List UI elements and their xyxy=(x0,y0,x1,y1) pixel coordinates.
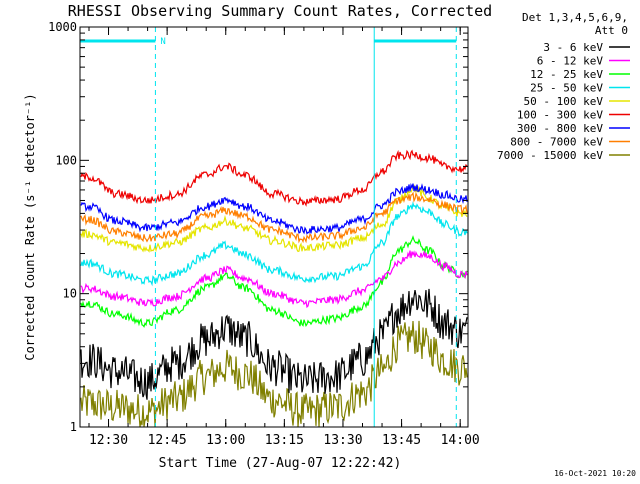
timestamp: 16-Oct-2021 10:20 xyxy=(554,469,636,478)
legend-label: 25 - 50 keV xyxy=(530,82,603,95)
flag-group: N xyxy=(80,27,457,427)
x-tick-label: 12:45 xyxy=(148,433,187,448)
legend-label: 100 - 300 keV xyxy=(517,109,603,122)
y-axis-label: Corrected Count Rate (s⁻¹ detector⁻¹) xyxy=(23,93,37,360)
y-tick-label: 1 xyxy=(70,420,77,434)
series-line-6to12keV xyxy=(80,249,468,309)
y-tick-label: 100 xyxy=(55,153,77,167)
legend-label: 50 - 100 keV xyxy=(524,95,604,108)
chart-title: RHESSI Observing Summary Count Rates, Co… xyxy=(68,2,492,20)
legend-header-line1: Det 1,3,4,5,6,9, xyxy=(522,11,628,24)
x-axis-label: Start Time (27-Aug-07 12:22:42) xyxy=(159,456,402,471)
legend-label: 800 - 7000 keV xyxy=(510,136,603,149)
x-tick-label: 12:30 xyxy=(89,433,128,448)
legend-label: 12 - 25 keV xyxy=(530,68,603,81)
legend-label: 7000 - 15000 keV xyxy=(497,149,603,162)
plot-frame xyxy=(79,26,469,428)
series-line-800to7000keV xyxy=(80,191,468,244)
legend-label: 300 - 800 keV xyxy=(517,122,603,135)
series-line-3to6keV xyxy=(80,288,468,400)
legend-label: 6 - 12 keV xyxy=(537,55,604,68)
flag-label: N xyxy=(160,37,165,47)
y-tick-label: 1000 xyxy=(48,20,77,34)
x-tick-label: 13:00 xyxy=(206,433,245,448)
x-tick-label: 13:30 xyxy=(323,433,362,448)
legend-label: 3 - 6 keV xyxy=(543,41,603,54)
series-line-100to300keV xyxy=(80,149,468,207)
x-tick-label: 13:15 xyxy=(265,433,304,448)
legend-header-line2: Att 0 xyxy=(595,24,628,37)
series-line-12to25keV xyxy=(80,235,468,328)
x-tick-label: 14:00 xyxy=(441,433,480,448)
series-line-25to50keV xyxy=(80,201,468,287)
series-group xyxy=(80,149,468,428)
series-line-7000to15000keV xyxy=(80,320,468,428)
series-line-300to800keV xyxy=(80,182,468,235)
y-tick-label: 10 xyxy=(63,287,77,301)
x-tick-label: 13:45 xyxy=(382,433,421,448)
axis-group: 1 10 100 1000 12:30 12:45 13:00 13:15 13:30 13:45… xyxy=(48,20,480,448)
